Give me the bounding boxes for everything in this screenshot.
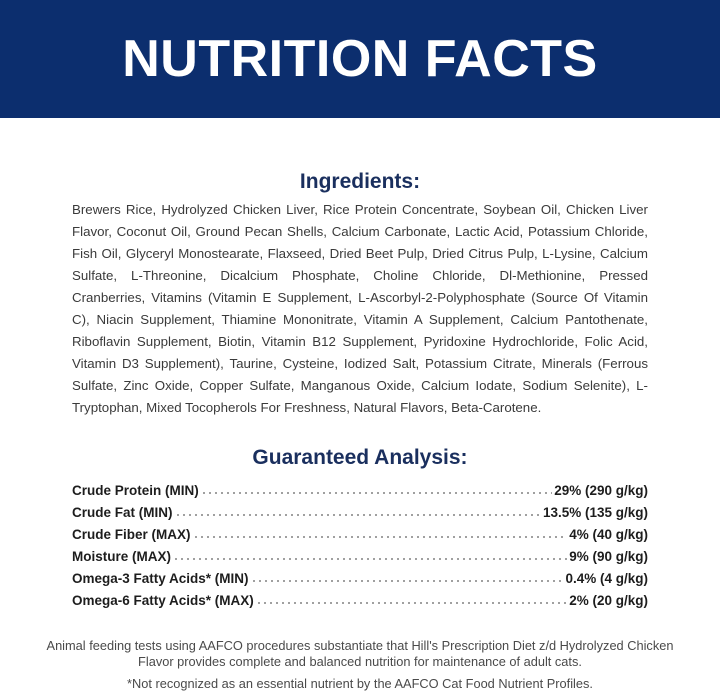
nutrient: Moisture (MAX) [72, 548, 171, 564]
analysis-row: Omega-3 Fatty Acids* (MIN) 0.4% (4 g/kg) [72, 567, 648, 589]
analysis-row: Crude Protein (MIN) 29% (290 g/kg) [72, 479, 648, 501]
nutrient: Omega-3 Fatty Acids* (MIN) [72, 570, 249, 586]
leader-dots [192, 536, 568, 538]
leader-dots [200, 492, 553, 494]
footnote: Animal feeding tests using AAFCO procedu… [46, 638, 674, 669]
amount: 0.4% (4 g/kg) [565, 570, 648, 586]
leader-dots [173, 558, 568, 560]
analysis-row: Moisture (MAX) 9% (90 g/kg) [72, 545, 648, 567]
leader-dots [174, 514, 541, 516]
nutrient: Crude Protein (MIN) [72, 482, 199, 498]
ingredients-heading: Ingredients: [299, 170, 421, 193]
analysis-row: Omega-6 Fatty Acids* (MAX) 2% (20 g/kg) [72, 589, 648, 611]
leader-dots [250, 580, 564, 582]
analysis-table: Crude Protein (MIN) 29% (290 g/kg) Crude F… [72, 479, 648, 611]
amount: 13.5% (135 g/kg) [542, 504, 648, 520]
nutrient: Crude Fat (MIN) [72, 504, 173, 520]
title: NUTRITION FACTS [122, 30, 598, 88]
amount: 2% (20 g/kg) [569, 592, 648, 608]
amount: 9% (90 g/kg) [569, 548, 648, 564]
amount: 4% (40 g/kg) [569, 526, 648, 542]
nutrient: Crude Fiber (MAX) [72, 526, 191, 542]
analysis-row: Crude Fiber (MAX) 4% (40 g/kg) [72, 523, 648, 545]
header: NUTRITION FACTS [0, 0, 720, 118]
footnote: *Not recognized as an essential nutrient… [127, 676, 593, 691]
ingredients-text: Brewers Rice, Hydrolyzed Chicken Liver, … [72, 202, 648, 415]
nutrient: Omega-6 Fatty Acids* (MAX) [72, 592, 254, 608]
analysis-row: Crude Fat (MIN) 13.5% (135 g/kg) [72, 501, 648, 523]
amount: 29% (290 g/kg) [554, 482, 648, 498]
leader-dots [255, 602, 568, 604]
analysis-heading: Guaranteed Analysis: [252, 446, 468, 469]
